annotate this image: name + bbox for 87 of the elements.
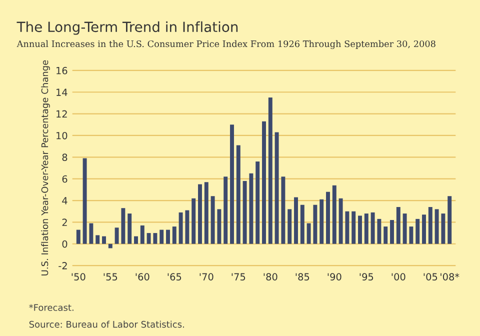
bar [326, 192, 330, 244]
bar [230, 124, 234, 244]
bar [345, 211, 350, 244]
bar [313, 204, 318, 244]
bar [288, 209, 292, 244]
x-tick-label: '00 [392, 273, 406, 280]
bar [108, 244, 112, 248]
bar [166, 230, 170, 244]
bar [128, 214, 132, 244]
bar [146, 233, 151, 244]
bar [134, 236, 138, 244]
bar [185, 210, 190, 244]
bar [332, 185, 336, 244]
bar [160, 230, 164, 244]
bar [377, 218, 382, 244]
bar [274, 132, 279, 244]
bar [352, 211, 356, 244]
x-tick-label: '08* [440, 273, 460, 280]
bar [96, 235, 100, 244]
y-tick-label: 2 [62, 218, 67, 226]
bar [217, 209, 222, 244]
bar [364, 214, 368, 244]
bar [102, 236, 106, 244]
bar [172, 226, 176, 244]
bar [178, 212, 183, 244]
x-tick-label: '70 [200, 273, 214, 280]
bar [242, 181, 247, 244]
source-note: Source: Bureau of Labor Statistics. [29, 320, 184, 328]
bar [76, 230, 80, 244]
x-tick-label: '60 [136, 273, 150, 280]
bar [434, 209, 439, 244]
y-axis-title: U.S. Inflation Year-Over-Year Percentage Change [41, 60, 50, 276]
bar [249, 173, 254, 244]
x-tick-label: '65 [168, 273, 182, 280]
bar [192, 198, 196, 244]
y-tick-label: 0 [62, 240, 68, 248]
bar [294, 197, 298, 244]
x-tick-label: '95 [360, 273, 374, 280]
y-tick-label: 4 [62, 197, 68, 204]
x-tick-label: '50 [72, 273, 86, 280]
bar [448, 196, 452, 244]
bar [256, 161, 260, 244]
x-tick-label: '75 [232, 273, 246, 280]
x-tick-label: '05 [424, 273, 438, 280]
y-tick-label: 12 [56, 110, 67, 118]
bar [224, 176, 228, 244]
bar [422, 214, 426, 244]
y-tick-label: -2 [58, 262, 67, 270]
bar [370, 212, 375, 244]
chart-subtitle: Annual Increases in the U.S. Consumer Price Index From 1926 Through September 30, 2008 [16, 40, 436, 50]
bar [396, 207, 400, 244]
bar [236, 145, 240, 244]
bar [82, 158, 87, 244]
bar [428, 207, 432, 244]
y-tick-label: 14 [56, 88, 68, 96]
bar [281, 176, 286, 244]
bar [153, 233, 158, 244]
x-tick-label: '85 [296, 273, 310, 280]
bar [268, 98, 272, 244]
bar [140, 225, 144, 244]
bar [441, 214, 446, 244]
text: *Forecast. [29, 304, 74, 311]
bar [114, 228, 119, 244]
bar [338, 198, 343, 244]
bar [320, 199, 324, 244]
bar [89, 223, 94, 244]
x-tick-label: '55 [104, 273, 118, 280]
bar [204, 182, 208, 244]
bar [402, 214, 407, 244]
bar [358, 216, 362, 244]
bar [384, 226, 388, 244]
y-tick-label: 8 [62, 154, 68, 161]
x-tick-label: '80 [264, 273, 278, 280]
bar [306, 223, 311, 244]
bar [198, 184, 202, 244]
bar [390, 220, 394, 244]
bar [121, 208, 126, 244]
y-tick-label: 6 [62, 175, 68, 183]
bar [409, 226, 414, 244]
bar [262, 121, 266, 244]
bar [300, 204, 304, 244]
chart-title: The Long-Term Trend in Inflation [16, 21, 238, 35]
x-tick-label: '90 [328, 273, 342, 280]
bar [210, 196, 215, 244]
y-tick-label: 16 [56, 66, 68, 74]
bar [416, 218, 420, 244]
y-tick-label: 10 [56, 132, 68, 140]
